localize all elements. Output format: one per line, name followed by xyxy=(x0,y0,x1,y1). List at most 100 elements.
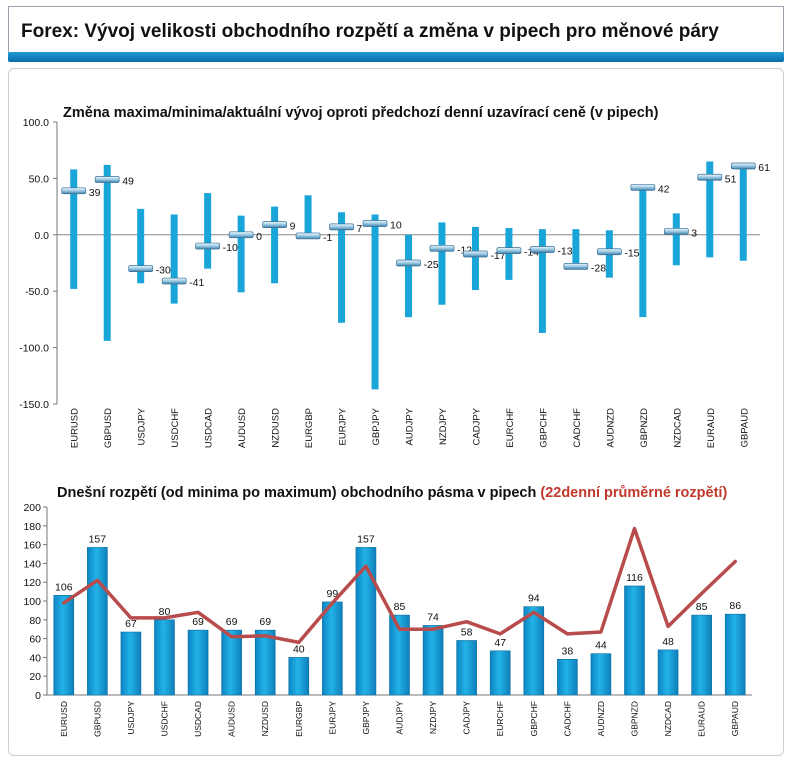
chart1-range-bar xyxy=(204,193,212,269)
chart2-category-label: GBPNZD xyxy=(630,701,640,736)
chart1-current-marker xyxy=(362,220,388,227)
chart1-value-label: 51 xyxy=(725,173,737,185)
chart1-current-marker xyxy=(295,232,321,240)
chart1-category-label: USDCAD xyxy=(204,408,215,448)
chart1-value-label: 61 xyxy=(758,162,770,174)
chart1-range-bar xyxy=(271,206,279,284)
chart2-y-tick-label: 60 xyxy=(29,634,41,646)
chart1-value-label: 0 xyxy=(256,231,262,243)
chart2-category-label: USDJPY xyxy=(126,701,136,735)
chart2-range-bar xyxy=(87,547,108,696)
chart1-current-marker xyxy=(329,223,354,231)
chart1-category-label: EURJPY xyxy=(338,407,349,445)
chart2-range-bar xyxy=(489,650,511,696)
chart2-value-label: 40 xyxy=(293,643,305,655)
chart2-category-label: CADCHF xyxy=(562,701,572,736)
chart1-category-label: CADJPY xyxy=(471,407,482,445)
chart2-category-label: NZDJPY xyxy=(428,701,438,734)
chart2-value-label: 116 xyxy=(626,572,643,584)
chart1-range-bar xyxy=(706,161,714,258)
chart1-y-tick-label: -150.0 xyxy=(19,399,49,411)
chart2-range-bar xyxy=(254,629,276,696)
chart1-range-bar xyxy=(739,164,747,261)
chart2-value-label: 74 xyxy=(427,611,439,623)
chart1-value-label: 3 xyxy=(691,227,697,239)
chart1-category-label: NZDCAD xyxy=(672,408,683,448)
chart1-value-label: 9 xyxy=(290,221,296,233)
chart2-category-label: EURAUD xyxy=(697,701,707,737)
chart1-current-marker xyxy=(496,247,522,254)
chart2-value-label: 38 xyxy=(562,645,574,657)
chart2-y-tick-label: 80 xyxy=(29,615,41,627)
chart1-current-marker xyxy=(630,184,656,191)
chart1-current-marker xyxy=(161,277,187,285)
chart1-category-label: EURAUD xyxy=(706,408,717,448)
chart2-value-label: 44 xyxy=(595,640,607,652)
chart1-current-marker xyxy=(463,250,488,258)
header-frame: Forex: Vývoj velikosti obchodního rozpět… xyxy=(8,6,784,60)
chart1-range-bar xyxy=(338,212,346,323)
chart2-category-label: AUDNZD xyxy=(596,701,606,736)
chart2-value-label: 106 xyxy=(55,581,73,593)
chart2-category-label: EURUSD xyxy=(59,701,69,737)
chart2-value-label: 94 xyxy=(528,593,540,605)
chart1-current-marker xyxy=(663,228,689,235)
chart2-category-label: GBPAUD xyxy=(730,701,740,736)
chart2-y-tick-label: 140 xyxy=(23,558,41,570)
chart1-y-tick-label: -100.0 xyxy=(19,343,49,355)
chart1-range-bar xyxy=(672,213,680,266)
chart2-range-bar xyxy=(624,585,645,696)
chart1-category-label: EURUSD xyxy=(70,408,81,448)
chart2-category-label: NZDCAD xyxy=(663,701,673,736)
chart2-category-label: USDCAD xyxy=(193,701,203,737)
chart2-value-label: 157 xyxy=(357,533,375,545)
chart1-value-label: -41 xyxy=(189,277,204,289)
chart1-range-bar xyxy=(438,222,446,305)
chart2-category-label: NZDUSD xyxy=(260,701,270,736)
chart1-range-bar xyxy=(103,164,111,341)
chart1-range-bar xyxy=(137,208,145,284)
chart2-value-label: 69 xyxy=(192,616,204,628)
chart1-range-bar xyxy=(70,169,78,289)
chart1-current-marker xyxy=(563,263,589,270)
chart1-category-label: AUDNZD xyxy=(605,408,616,448)
chart2-range-bar xyxy=(322,601,343,696)
chart2-value-label: 80 xyxy=(159,606,171,618)
chart2-range-bar xyxy=(724,613,746,696)
chart1-y-tick-label: -50.0 xyxy=(25,286,49,298)
chart2-y-tick-label: 120 xyxy=(23,577,41,589)
chart2-value-label: 85 xyxy=(696,601,708,613)
chart1-range-bar xyxy=(371,214,379,390)
chart2-y-tick-label: 20 xyxy=(29,671,41,683)
chart1-range-bar xyxy=(405,234,412,318)
chart2-range-bar xyxy=(422,625,444,696)
chart2-y-tick-label: 180 xyxy=(23,521,41,533)
chart1-category-label: GBPCHF xyxy=(538,408,549,448)
chart1-range-bar xyxy=(237,215,245,293)
chart1-value-label: 7 xyxy=(357,223,363,235)
chart1-value-label: -15 xyxy=(624,248,639,260)
chart1-value-label: 42 xyxy=(658,183,670,195)
chart1-value-label: 10 xyxy=(390,220,402,232)
chart1-value-label: -13 xyxy=(557,245,572,257)
chart2-y-tick-label: 200 xyxy=(23,502,41,514)
chart1-category-label: USDJPY xyxy=(137,407,148,445)
chart2-range-bar xyxy=(456,640,477,696)
chart2-value-label: 86 xyxy=(729,600,741,612)
chart2-category-label: EURJPY xyxy=(327,701,337,735)
chart1-y-tick-label: 100.0 xyxy=(23,117,49,129)
chart1-category-label: AUDJPY xyxy=(405,407,416,445)
chart1-value-label: -25 xyxy=(424,259,439,271)
chart2-value-label: 99 xyxy=(327,588,339,600)
chart2-value-label: 48 xyxy=(662,636,674,648)
chart2-category-label: EURGBP xyxy=(294,701,304,737)
chart2-value-label: 85 xyxy=(394,601,406,613)
chart2-range-bar xyxy=(120,631,142,696)
chart2-category-label: AUDJPY xyxy=(395,701,405,735)
chart1-value-label: -1 xyxy=(323,232,332,244)
chart1-category-label: GBPJPY xyxy=(371,407,382,445)
chart1-value-label: -30 xyxy=(156,265,171,277)
chart1-range-bar xyxy=(471,226,479,291)
chart1-current-marker xyxy=(94,176,120,183)
